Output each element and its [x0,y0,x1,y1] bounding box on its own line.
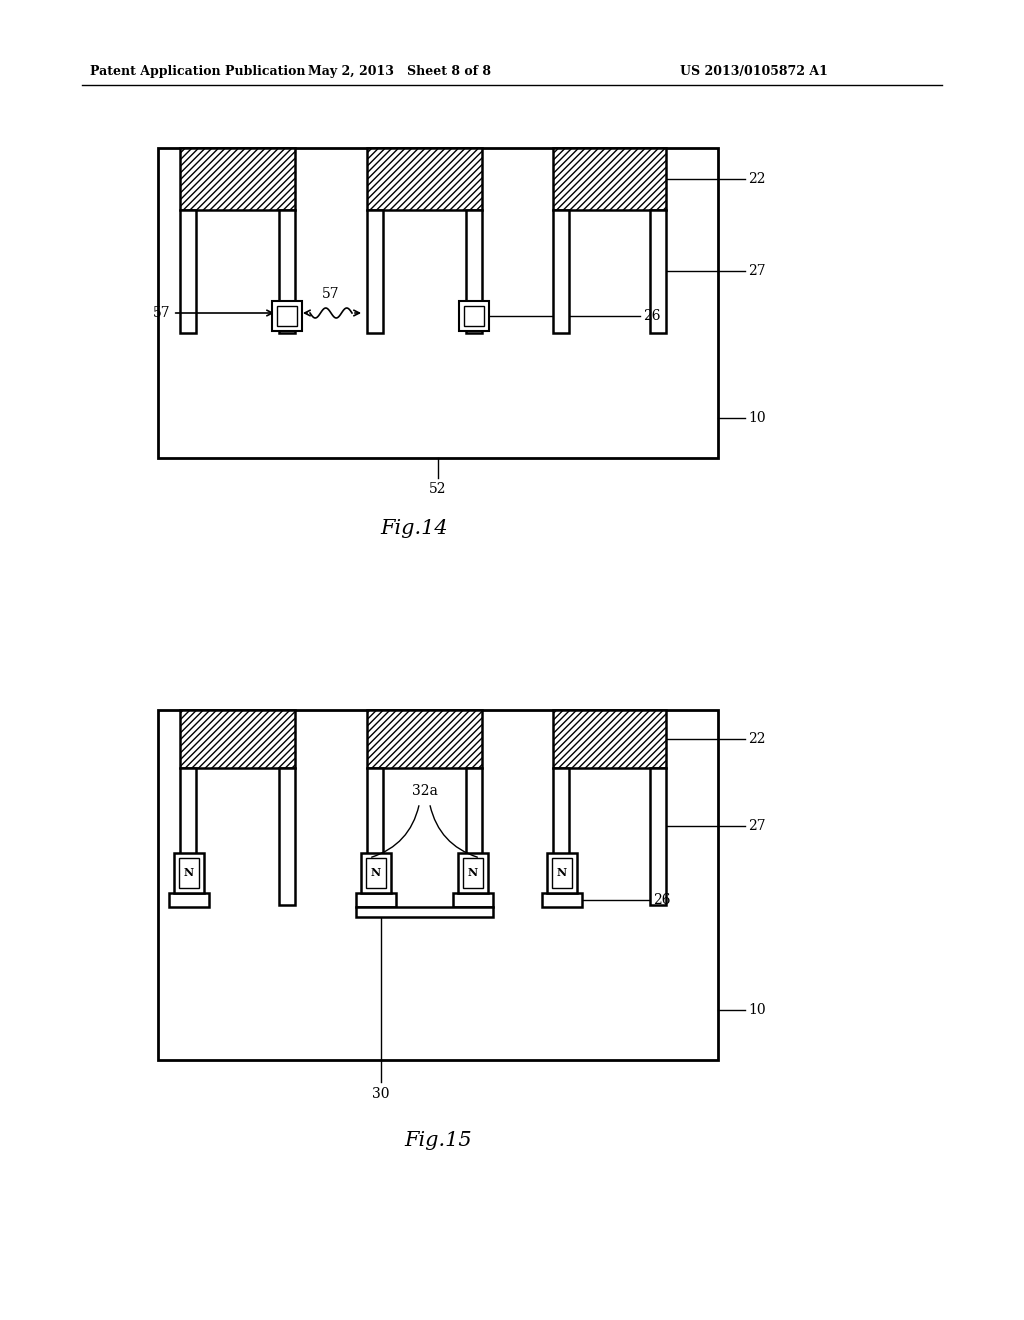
Text: 22: 22 [748,733,766,746]
Bar [650,210,666,333]
Text: 10: 10 [748,1003,766,1016]
Text: 26: 26 [653,894,671,907]
Text: May 2, 2013   Sheet 8 of 8: May 2, 2013 Sheet 8 of 8 [308,66,492,78]
Bar [553,148,666,210]
Bar [367,148,482,210]
Bar [367,768,383,906]
Text: 57: 57 [153,306,272,319]
Bar [356,907,493,917]
Bar [453,894,493,907]
Text: 32a: 32a [412,784,437,799]
Text: Patent Application Publication: Patent Application Publication [90,66,305,78]
Bar [466,210,482,333]
Bar [366,858,386,888]
Bar [553,210,569,333]
Text: 27: 27 [748,264,766,279]
Bar [553,768,569,906]
Text: N: N [371,867,381,879]
Text: N: N [468,867,478,879]
Bar [180,148,295,210]
Bar [272,301,302,331]
Bar [458,853,488,894]
Bar [279,768,295,906]
Bar [367,710,482,768]
Text: N: N [557,867,567,879]
Bar [169,894,209,907]
Bar [553,710,666,768]
Bar [361,853,391,894]
Bar [542,894,582,907]
FancyArrowPatch shape [430,805,477,857]
Text: N: N [184,867,195,879]
Bar [464,306,484,326]
Text: Fig.14: Fig.14 [380,519,447,537]
Bar [552,858,572,888]
Bar [466,768,482,906]
Bar [180,768,196,906]
Text: US 2013/0105872 A1: US 2013/0105872 A1 [680,66,827,78]
Text: 52: 52 [429,482,446,496]
Bar [367,210,383,333]
Bar [278,306,297,326]
Bar [650,768,666,906]
Text: 22: 22 [748,172,766,186]
Bar [158,148,718,458]
Bar [279,210,295,333]
Text: 30: 30 [373,1086,390,1101]
Bar [179,858,199,888]
Bar [174,853,204,894]
Bar [547,853,577,894]
FancyArrowPatch shape [372,805,419,857]
Text: Fig.15: Fig.15 [404,1130,472,1150]
Bar [158,710,718,1060]
Text: 27: 27 [748,818,766,833]
Text: 57: 57 [323,286,340,301]
Bar [180,210,196,333]
Bar [459,301,489,331]
Text: 10: 10 [748,411,766,425]
Text: 26: 26 [643,309,660,323]
Bar [180,710,295,768]
Bar [463,858,483,888]
Bar [356,894,396,907]
